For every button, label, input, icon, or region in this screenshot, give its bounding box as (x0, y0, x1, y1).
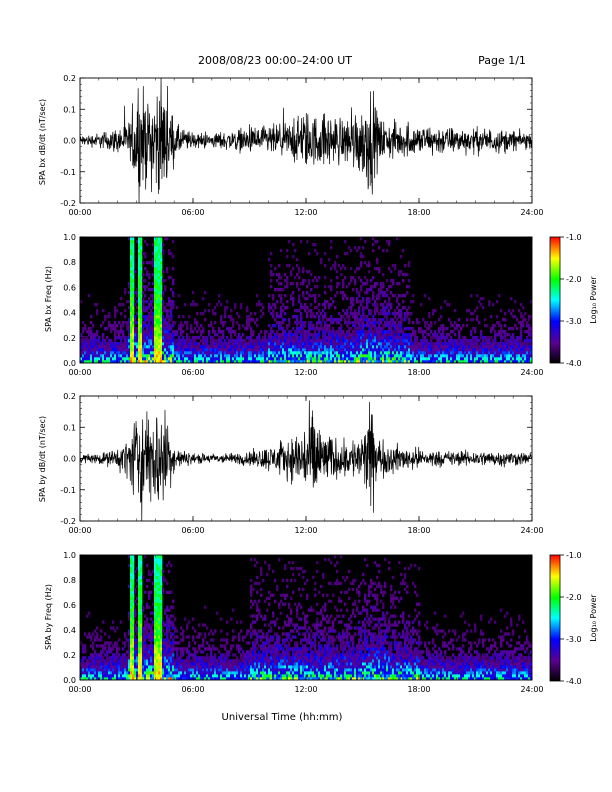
bx-dbdt-y-label: SPA bx dB/dt (nT/sec) (38, 99, 47, 185)
bx-freq-y-label: SPA bx Freq (Hz) (44, 266, 53, 332)
by-dbdt-y-tick-label: 0.2 (63, 392, 76, 401)
bx-freq-y-tick-label: 0.0 (63, 359, 76, 368)
panel-by-dbdt: 0.2 0.1 0.0 -0.1 -0.2 00:00 06:00 12:00 18:00 24… (38, 392, 544, 535)
panel-by-freq: 1.0 0.8 0.6 0.4 0.2 0.0 00:00 06:00 12:00 18:00 2… (44, 551, 544, 694)
by-dbdt-y-tick-label: -0.1 (60, 486, 76, 495)
bx-freq-x-tick-label: 06:00 (181, 368, 204, 377)
by-dbdt-plot-area (79, 395, 533, 522)
colorbar-tick-label: -1.0 (566, 551, 582, 560)
bx-dbdt-y-axis: 0.2 0.1 0.0 -0.1 -0.2 (60, 74, 532, 208)
bx-dbdt-x-tick-label: 00:00 (68, 208, 91, 217)
colorbar-bx-scale (549, 236, 561, 364)
colorbar-tick-label: -1.0 (566, 233, 582, 242)
bx-freq-cells (80, 237, 532, 363)
by-dbdt-y-label: SPA by dB/dt (nT/sec) (38, 416, 47, 502)
by-freq-y-axis: 1.0 0.8 0.6 0.4 0.2 0.0 (63, 551, 532, 685)
by-dbdt-trace (80, 400, 532, 521)
figure-title: 2008/08/23 00:00–24:00 UT (198, 54, 352, 67)
by-freq-y-label: SPA by Freq (Hz) (44, 584, 53, 650)
by-freq-y-tick-label: 0.6 (63, 601, 76, 610)
bx-dbdt-y-tick-label: 0.0 (63, 137, 76, 146)
colorbar-tick-label: -3.0 (566, 635, 582, 644)
x-axis-title: Universal Time (hh:mm) (222, 712, 343, 723)
by-dbdt-x-tick-label: 12:00 (294, 526, 317, 535)
bx-freq-x-tick-label: 24:00 (520, 368, 543, 377)
bx-freq-x-tick-label: 12:00 (294, 368, 317, 377)
by-freq-y-tick-label: 0.0 (63, 676, 76, 685)
by-dbdt-x-axis: 00:00 06:00 12:00 18:00 24:00 (68, 396, 544, 535)
bx-dbdt-x-tick-label: 24:00 (520, 208, 543, 217)
bx-dbdt-plot-area (79, 77, 533, 204)
by-dbdt-x-tick-label: 00:00 (68, 526, 91, 535)
by-dbdt-y-tick-label: 0.0 (63, 455, 76, 464)
by-freq-x-tick-label: 00:00 (68, 685, 91, 694)
colorbar-tick-label: -2.0 (566, 593, 582, 602)
by-dbdt-x-tick-label: 24:00 (520, 526, 543, 535)
colorbar-tick-label: -4.0 (566, 677, 582, 686)
by-freq-x-tick-label: 06:00 (181, 685, 204, 694)
by-freq-x-axis: 00:00 06:00 12:00 18:00 24:00 (68, 555, 544, 694)
bx-dbdt-trace (80, 78, 532, 203)
colorbar-tick-label: -3.0 (566, 317, 582, 326)
bx-freq-y-tick-label: 1.0 (63, 233, 76, 242)
colorbar-by-scale (549, 554, 561, 682)
bx-dbdt-x-tick-label: 18:00 (407, 208, 430, 217)
by-freq-x-tick-label: 12:00 (294, 685, 317, 694)
bx-freq-y-tick-label: 0.6 (63, 283, 76, 292)
by-dbdt-x-tick-label: 06:00 (181, 526, 204, 535)
bx-dbdt-x-tick-label: 12:00 (294, 208, 317, 217)
bx-freq-y-tick-label: 0.4 (63, 309, 76, 318)
bx-dbdt-x-tick-label: 06:00 (181, 208, 204, 217)
colorbar-bx: -1.0 -2.0 -3.0 -4.0 Log₁₀ Power (549, 233, 598, 368)
bx-freq-x-tick-label: 18:00 (407, 368, 430, 377)
colorbar-by: -1.0 -2.0 -3.0 -4.0 Log₁₀ Power (549, 551, 598, 686)
by-freq-spectrogram (79, 554, 533, 681)
colorbar-by-label: Log₁₀ Power (589, 594, 598, 642)
bx-dbdt-x-axis: 00:00 06:00 12:00 18:00 24:00 (68, 78, 544, 217)
colorbar-tick-label: -2.0 (566, 275, 582, 284)
page-indicator: Page 1/1 (478, 54, 526, 67)
bx-dbdt-y-tick-label: -0.1 (60, 168, 76, 177)
by-dbdt-y-axis: 0.2 0.1 0.0 -0.1 -0.2 (60, 392, 532, 526)
panel-bx-dbdt: 0.2 0.1 0.0 -0.1 -0.2 00:00 06:00 12:00 18:00 24… (38, 74, 544, 217)
bx-freq-x-axis: 00:00 06:00 12:00 18:00 24:00 (68, 237, 544, 377)
by-dbdt-y-tick-label: 0.1 (63, 423, 76, 432)
colorbar-tick-label: -4.0 (566, 359, 582, 368)
by-freq-y-tick-label: 0.8 (63, 576, 76, 585)
panel-bx-freq: 1.0 0.8 0.6 0.4 0.2 0.0 00:00 06:00 12:00 18:00 2… (44, 233, 544, 377)
by-freq-x-tick-label: 18:00 (407, 685, 430, 694)
bx-freq-x-tick-label: 00:00 (68, 368, 91, 377)
bx-dbdt-y-tick-label: -0.2 (60, 199, 76, 208)
bx-dbdt-y-tick-label: 0.1 (63, 105, 76, 114)
by-dbdt-x-tick-label: 18:00 (407, 526, 430, 535)
bx-freq-spectrogram (79, 236, 533, 364)
bx-freq-y-tick-label: 0.8 (63, 258, 76, 267)
by-dbdt-y-tick-label: -0.2 (60, 517, 76, 526)
by-freq-y-tick-label: 0.4 (63, 626, 76, 635)
by-freq-y-tick-label: 1.0 (63, 551, 76, 560)
by-freq-cells (80, 555, 532, 680)
bx-dbdt-y-tick-label: 0.2 (63, 74, 76, 83)
by-freq-y-tick-label: 0.2 (63, 651, 76, 660)
bx-freq-y-axis: 1.0 0.8 0.6 0.4 0.2 0.0 (63, 233, 532, 368)
bx-freq-y-tick-label: 0.2 (63, 334, 76, 343)
colorbar-bx-label: Log₁₀ Power (589, 276, 598, 324)
by-freq-x-tick-label: 24:00 (520, 685, 543, 694)
